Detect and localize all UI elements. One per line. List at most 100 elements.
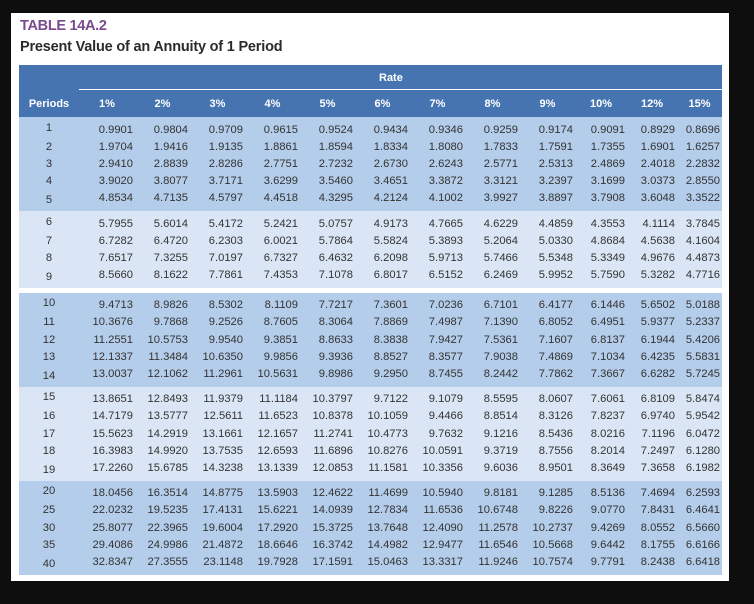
value-cell: 3.5460 xyxy=(300,172,355,190)
value-cell: 5.5348 xyxy=(520,249,575,267)
table-row: 12 11.2551 10.5753 9.9540 9.3851 8.8633 8.3838… xyxy=(19,331,723,349)
value-cell: 32.8347 xyxy=(79,553,135,575)
period-cell: 12 xyxy=(19,331,79,349)
value-cell: 3.3522 xyxy=(677,189,723,211)
value-cell: 7.7862 xyxy=(520,365,575,387)
value-cell: 1.7833 xyxy=(465,138,520,156)
value-cell: 1.6257 xyxy=(677,138,723,156)
value-cell: 8.9826 xyxy=(135,292,190,314)
value-cell: 4.3295 xyxy=(300,189,355,211)
rate-column-header: 9% xyxy=(520,91,575,117)
period-cell: 19 xyxy=(19,459,79,481)
value-cell: 7.4869 xyxy=(520,348,575,366)
value-cell: 25.8077 xyxy=(79,518,135,537)
value-cell: 6.9740 xyxy=(627,407,677,425)
value-cell: 3.9927 xyxy=(465,189,520,211)
value-cell: 14.8775 xyxy=(190,480,245,502)
value-cell: 5.5831 xyxy=(677,348,723,366)
spacer-cell xyxy=(19,287,723,293)
rate-column-header: 12% xyxy=(627,91,677,117)
value-cell: 6.1944 xyxy=(627,331,677,349)
value-cell: 1.9135 xyxy=(190,138,245,156)
table-row: 16 14.7179 13.5777 12.5611 11.6523 10.8378 10.… xyxy=(19,407,723,425)
value-cell: 3.0373 xyxy=(627,172,677,190)
value-cell: 12.1062 xyxy=(135,365,190,387)
value-cell: 10.5668 xyxy=(520,536,575,554)
value-cell: 4.7135 xyxy=(135,189,190,211)
value-cell: 11.2551 xyxy=(79,331,135,349)
table-row: 2 1.9704 1.9416 1.9135 1.8861 1.8594 1.8334 1.8… xyxy=(19,138,723,156)
value-cell: 7.7861 xyxy=(190,266,245,288)
value-cell: 16.3514 xyxy=(135,480,190,502)
value-cell: 10.7574 xyxy=(520,553,575,575)
value-cell: 9.0770 xyxy=(575,501,627,519)
period-cell: 20 xyxy=(19,480,79,502)
value-cell: 17.1591 xyxy=(300,553,355,575)
period-cell: 14 xyxy=(19,365,79,387)
table-title: Present Value of an Annuity of 1 Period xyxy=(20,39,283,55)
value-cell: 8.3577 xyxy=(410,348,465,366)
value-cell: 6.4951 xyxy=(575,313,627,332)
value-cell: 6.8052 xyxy=(520,313,575,332)
value-cell: 10.5940 xyxy=(410,480,465,502)
value-cell: 0.9524 xyxy=(300,117,355,139)
table-row: 18 16.3983 14.9920 13.7535 12.6593 11.6896 10.… xyxy=(19,442,723,460)
value-cell: 6.7327 xyxy=(245,249,300,267)
value-cell: 10.1059 xyxy=(355,407,410,425)
value-cell: 11.2578 xyxy=(465,518,520,537)
value-cell: 11.6536 xyxy=(410,501,465,519)
value-cell: 6.2098 xyxy=(355,249,410,267)
value-cell: 6.8137 xyxy=(575,331,627,349)
value-cell: 10.3676 xyxy=(79,313,135,332)
value-cell: 5.6014 xyxy=(135,210,190,233)
value-cell: 4.1114 xyxy=(627,210,677,233)
value-cell: 5.7245 xyxy=(677,365,723,387)
value-cell: 8.8527 xyxy=(355,348,410,366)
table-row: 1 0.9901 0.9804 0.9709 0.9615 0.9524 0.9434 0.9… xyxy=(19,117,723,139)
value-cell: 0.9434 xyxy=(355,117,410,139)
value-cell: 1.8334 xyxy=(355,138,410,156)
value-cell: 0.9091 xyxy=(575,117,627,139)
value-cell: 6.1982 xyxy=(677,459,723,481)
period-cell: 13 xyxy=(19,348,79,366)
value-cell: 5.7864 xyxy=(300,232,355,250)
value-cell: 16.3983 xyxy=(79,442,135,460)
value-cell: 14.4982 xyxy=(355,536,410,554)
value-cell: 7.1078 xyxy=(300,266,355,288)
value-cell: 9.3936 xyxy=(300,348,355,366)
value-cell: 8.2442 xyxy=(465,365,520,387)
value-cell: 3.7845 xyxy=(677,210,723,233)
value-cell: 14.0939 xyxy=(300,501,355,519)
value-cell: 6.1280 xyxy=(677,442,723,460)
value-cell: 8.5136 xyxy=(575,480,627,502)
value-cell: 6.8017 xyxy=(355,266,410,288)
table-row: 19 17.2260 15.6785 14.3238 13.1339 12.0853 11.… xyxy=(19,459,723,481)
value-cell: 11.2741 xyxy=(300,425,355,443)
period-cell: 5 xyxy=(19,189,79,211)
rate-column-header: 10% xyxy=(575,91,627,117)
value-cell: 7.1390 xyxy=(465,313,520,332)
value-cell: 0.9346 xyxy=(410,117,465,139)
rate-column-header: 8% xyxy=(465,91,520,117)
value-cell: 7.0236 xyxy=(410,292,465,314)
value-cell: 9.7868 xyxy=(135,313,190,332)
value-cell: 6.4235 xyxy=(627,348,677,366)
value-cell: 10.6748 xyxy=(465,501,520,519)
period-cell: 7 xyxy=(19,232,79,250)
value-cell: 12.7834 xyxy=(355,501,410,519)
value-cell: 1.8080 xyxy=(410,138,465,156)
value-cell: 5.4172 xyxy=(190,210,245,233)
table-label: TABLE 14A.2 xyxy=(20,18,107,34)
value-cell: 9.4269 xyxy=(575,518,627,537)
value-cell: 9.3851 xyxy=(245,331,300,349)
value-cell: 9.7791 xyxy=(575,553,627,575)
value-cell: 9.4466 xyxy=(410,407,465,425)
value-cell: 7.4987 xyxy=(410,313,465,332)
value-cell: 10.4773 xyxy=(355,425,410,443)
value-cell: 7.4694 xyxy=(627,480,677,502)
value-cell: 8.8514 xyxy=(465,407,520,425)
period-cell: 25 xyxy=(19,501,79,519)
rate-column-header: 7% xyxy=(410,91,465,117)
value-cell: 7.9038 xyxy=(465,348,520,366)
period-cell: 2 xyxy=(19,138,79,156)
